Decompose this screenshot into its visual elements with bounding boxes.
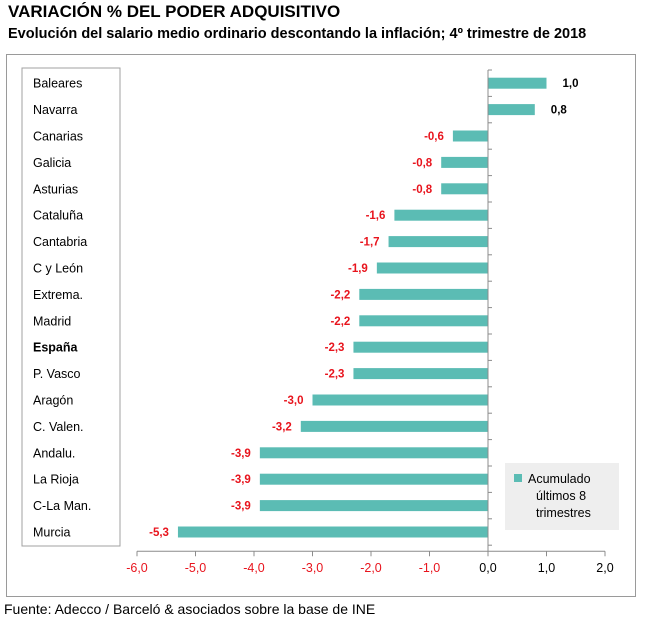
bar xyxy=(312,394,488,406)
category-label: Canarias xyxy=(33,130,83,144)
bar xyxy=(488,104,535,116)
category-label: Andalu. xyxy=(33,446,75,460)
data-label: -0,8 xyxy=(412,157,432,169)
bar xyxy=(353,341,488,353)
chart-frame xyxy=(6,54,636,597)
x-tick-label: -2,0 xyxy=(360,561,382,575)
source-note: Fuente: Adecco / Barceló & asociados sob… xyxy=(4,601,376,617)
legend-box xyxy=(505,463,619,530)
bar xyxy=(452,130,488,142)
category-label: Aragón xyxy=(33,394,73,408)
data-label: -1,9 xyxy=(348,263,368,275)
bar xyxy=(259,500,488,512)
legend-label: Acumulado últimos 8 trimestres xyxy=(528,472,591,520)
category-label: C y León xyxy=(33,262,83,276)
category-label: Baleares xyxy=(33,77,82,91)
chart-title: VARIACIÓN % DEL PODER ADQUISITIVO xyxy=(8,2,341,21)
x-tick-label: -3,0 xyxy=(302,561,324,575)
bar xyxy=(177,526,488,538)
x-tick-label: -4,0 xyxy=(243,561,265,575)
data-label: -2,2 xyxy=(330,316,350,328)
category-label: P. Vasco xyxy=(33,367,81,381)
category-label: Extrema. xyxy=(33,288,83,302)
bar xyxy=(300,420,488,432)
data-label: -1,7 xyxy=(360,237,380,249)
bar xyxy=(441,183,488,195)
data-label: -5,3 xyxy=(149,527,169,539)
category-label: Cantabria xyxy=(33,235,87,249)
bar xyxy=(441,156,488,168)
bar xyxy=(259,447,488,459)
data-label: -3,9 xyxy=(231,474,251,486)
category-label-box xyxy=(21,67,121,547)
chart-subtitle: Evolución del salario medio ordinario de… xyxy=(8,26,587,42)
data-label: -2,3 xyxy=(325,369,345,381)
data-label: 0,8 xyxy=(551,105,568,117)
category-label: Cataluña xyxy=(33,209,83,223)
data-label: 1,0 xyxy=(563,78,579,90)
data-label: -2,2 xyxy=(330,289,350,301)
category-label: Murcia xyxy=(33,526,71,540)
bar-chart: Baleares 1,0 Navarra 0,8 Canarias -0,6 Galicia… xyxy=(21,67,619,575)
x-tick-label: -1,0 xyxy=(419,561,441,575)
category-label: Asturias xyxy=(33,182,78,196)
data-label: -0,8 xyxy=(412,184,432,196)
data-label: -1,6 xyxy=(366,210,386,222)
category-label: C. Valen. xyxy=(33,420,84,434)
category-label: Galicia xyxy=(33,156,71,170)
bar xyxy=(359,288,488,300)
x-tick-label: -5,0 xyxy=(185,561,207,575)
legend-swatch xyxy=(514,474,522,482)
category-label: C-La Man. xyxy=(33,499,91,513)
bar xyxy=(488,77,547,89)
category-label: Madrid xyxy=(33,314,71,328)
category-label: Navarra xyxy=(33,103,78,117)
data-label: -3,2 xyxy=(272,421,292,433)
category-label: La Rioja xyxy=(33,473,79,487)
data-label: -3,0 xyxy=(284,395,304,407)
category-label: España xyxy=(33,341,79,355)
bar xyxy=(376,262,488,274)
x-tick-label: 0,0 xyxy=(479,561,496,575)
bar xyxy=(359,315,488,327)
x-tick-label: 2,0 xyxy=(596,561,613,575)
bar xyxy=(259,473,488,485)
bar xyxy=(394,209,488,221)
bar xyxy=(353,368,488,380)
data-label: -3,9 xyxy=(231,448,251,460)
bar xyxy=(388,236,488,248)
x-tick-label: 1,0 xyxy=(538,561,555,575)
data-label: -0,6 xyxy=(424,131,444,143)
x-tick-label: -6,0 xyxy=(126,561,148,575)
data-label: -3,9 xyxy=(231,501,251,513)
data-label: -2,3 xyxy=(325,342,345,354)
